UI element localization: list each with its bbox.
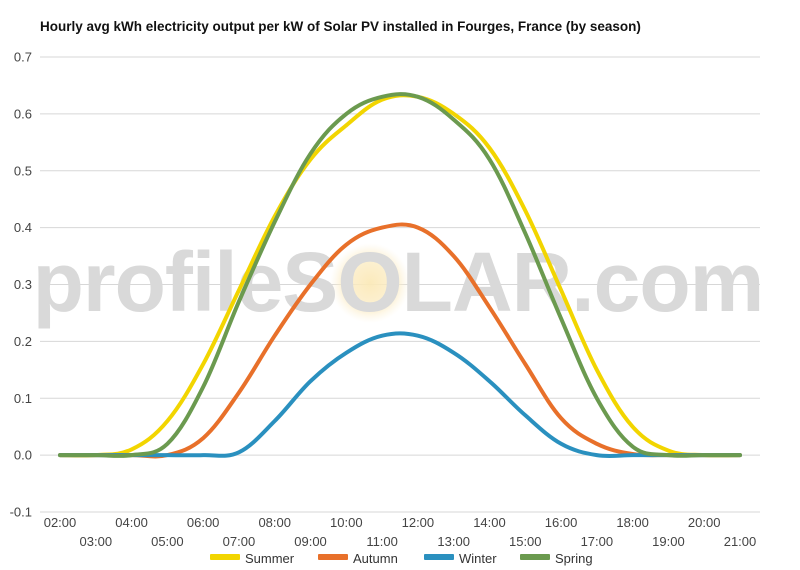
chart-title: Hourly avg kWh electricity output per kW… bbox=[40, 19, 641, 34]
x-tick-label: 02:00 bbox=[44, 515, 77, 530]
legend-label-summer: Summer bbox=[245, 551, 295, 566]
x-tick-label: 16:00 bbox=[545, 515, 578, 530]
legend-label-spring: Spring bbox=[555, 551, 593, 566]
watermark-text: profileSOLAR.com bbox=[33, 235, 764, 329]
x-tick-label: 20:00 bbox=[688, 515, 721, 530]
y-tick-label: 0.4 bbox=[14, 220, 32, 235]
legend-label-winter: Winter bbox=[459, 551, 497, 566]
x-tick-label: 11:00 bbox=[366, 534, 398, 549]
x-tick-label: 15:00 bbox=[509, 534, 542, 549]
x-tick-label: 07:00 bbox=[223, 534, 256, 549]
legend: Summer Autumn Winter Spring bbox=[210, 551, 593, 566]
x-tick-label: 12:00 bbox=[402, 515, 435, 530]
legend-swatch-spring bbox=[520, 554, 550, 560]
x-tick-label: 08:00 bbox=[258, 515, 291, 530]
y-tick-label: 0.1 bbox=[14, 391, 32, 406]
y-tick-label: 0.6 bbox=[14, 106, 32, 121]
series-line-spring bbox=[58, 92, 742, 459]
x-tick-label: 10:00 bbox=[330, 515, 363, 530]
legend-swatch-winter bbox=[424, 554, 454, 560]
x-tick-label: 21:00 bbox=[724, 534, 757, 549]
x-tick-label: 05:00 bbox=[151, 534, 184, 549]
y-tick-label: 0.3 bbox=[14, 277, 32, 292]
y-tick-label: 0.5 bbox=[14, 163, 32, 178]
x-tick-label: 06:00 bbox=[187, 515, 220, 530]
x-tick-label: 13:00 bbox=[437, 534, 470, 549]
x-tick-label: 04:00 bbox=[115, 515, 148, 530]
y-tick-label: 0.7 bbox=[14, 50, 32, 65]
x-tick-label: 18:00 bbox=[616, 515, 649, 530]
x-tick-label: 14:00 bbox=[473, 515, 506, 530]
legend-swatch-summer bbox=[210, 554, 240, 560]
legend-swatch-autumn bbox=[318, 554, 348, 560]
legend-label-autumn: Autumn bbox=[353, 551, 398, 566]
x-tick-label: 19:00 bbox=[652, 534, 685, 549]
series-line-winter bbox=[58, 331, 742, 459]
sun-shape bbox=[330, 243, 410, 323]
y-tick-label: -0.1 bbox=[10, 505, 32, 520]
x-tick-label: 17:00 bbox=[581, 534, 614, 549]
watermark-sun bbox=[330, 243, 410, 323]
y-tick-label: 0.0 bbox=[14, 448, 32, 463]
x-tick-label: 09:00 bbox=[294, 534, 327, 549]
x-tick-label: 03:00 bbox=[80, 534, 113, 549]
x-axis-ticks: 02:00 04:00 06:00 08:00 10:00 12:00 14:00 16:00… bbox=[44, 515, 757, 549]
series-lines bbox=[58, 92, 742, 459]
y-tick-label: 0.2 bbox=[14, 334, 32, 349]
y-axis-ticks: -0.1 0.0 0.1 0.2 0.3 0.4 0.5 0.6 0.7 bbox=[10, 50, 32, 520]
